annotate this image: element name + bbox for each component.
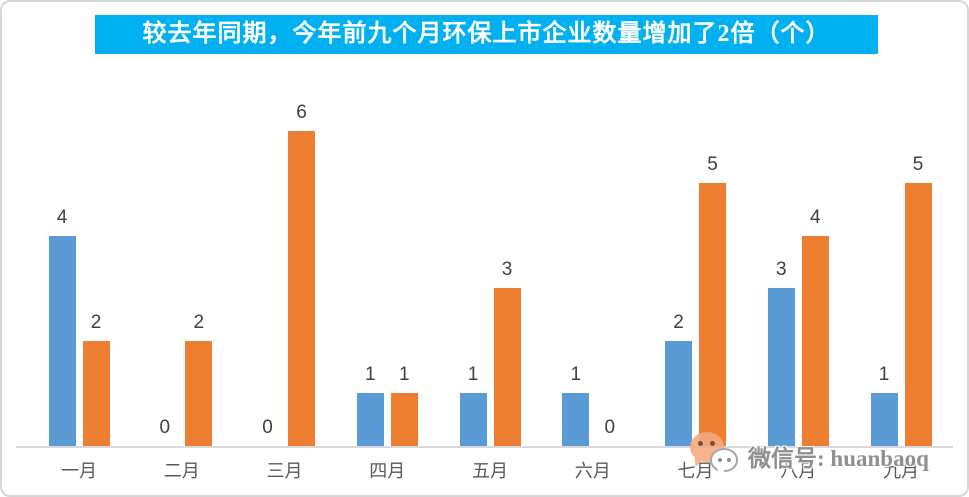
x-axis-label: 四月 [369, 461, 406, 481]
data-label: 1 [398, 364, 410, 385]
wechat-bubble-small [710, 448, 738, 478]
data-label: 2 [193, 312, 205, 333]
bar-series-2 [390, 393, 418, 446]
data-label: 6 [296, 102, 307, 123]
data-label: 1 [570, 364, 582, 385]
data-label: 2 [673, 312, 684, 333]
watermark-text: 微信号: huanbaoq [748, 446, 929, 471]
x-axis-label: 二月 [163, 461, 200, 481]
bar-series-2 [82, 341, 110, 446]
x-axis-line [16, 446, 953, 448]
bar-series-2 [801, 236, 829, 446]
data-label: 3 [775, 259, 787, 280]
x-axis-label: 八月 [780, 461, 817, 481]
data-label: 1 [467, 364, 479, 385]
data-label: 1 [878, 364, 890, 385]
x-axis-label: 三月 [266, 461, 303, 481]
x-axis-label: 七月 [677, 461, 714, 481]
data-label: 4 [809, 207, 821, 228]
data-label: 2 [90, 312, 102, 333]
bar-series-2 [904, 183, 932, 446]
chart-title: 较去年同期，今年前九个月环保上市企业数量增加了2倍（个） [95, 15, 878, 54]
data-label: 0 [262, 417, 273, 438]
bar-series-2 [185, 341, 213, 446]
bar-series-1 [665, 341, 692, 446]
x-axis-label: 五月 [472, 461, 508, 481]
x-axis-label: 九月 [883, 461, 919, 481]
wechat-icon [688, 430, 742, 482]
bar-series-1 [48, 236, 76, 446]
bar-series-1 [459, 393, 487, 446]
data-label: 5 [707, 154, 718, 175]
data-label: 5 [912, 154, 924, 175]
bar-series-2 [493, 288, 521, 446]
data-label: 0 [604, 417, 616, 438]
bar-series-1 [767, 288, 795, 446]
watermark: 微信号: huanbaoq [688, 430, 929, 482]
data-label: 1 [364, 364, 376, 385]
data-label: 4 [56, 207, 68, 228]
bar-series-1 [562, 393, 590, 446]
x-axis-label: 一月 [61, 461, 97, 481]
x-axis-label: 六月 [574, 461, 611, 481]
bar-series-1 [870, 393, 898, 446]
data-label: 3 [501, 259, 513, 280]
bar-series-1 [356, 393, 384, 446]
bar-series-2 [288, 131, 315, 446]
data-label: 0 [159, 417, 171, 438]
bar-series-2 [699, 183, 726, 446]
